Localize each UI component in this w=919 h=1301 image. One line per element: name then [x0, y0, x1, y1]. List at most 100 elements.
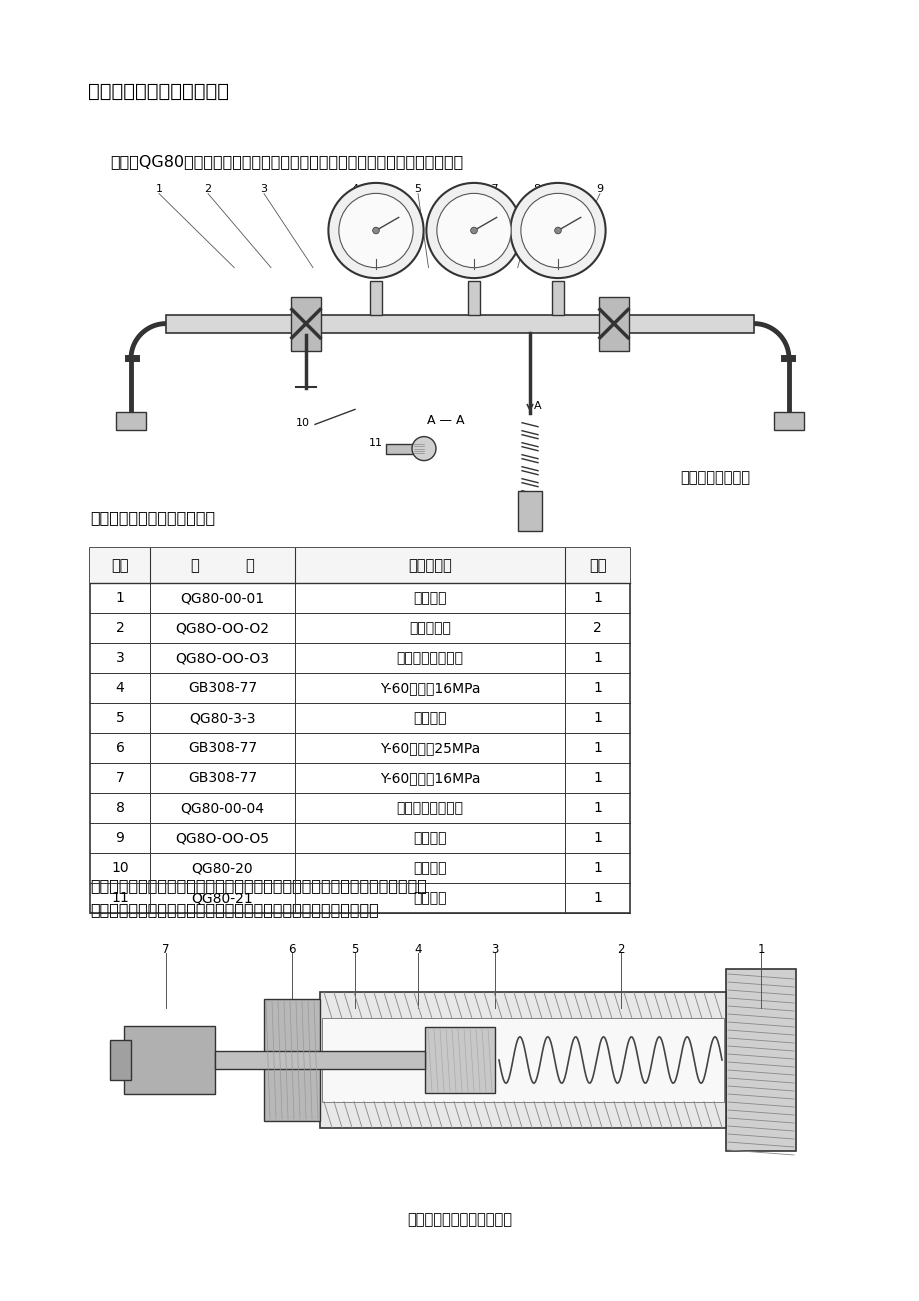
Circle shape	[328, 183, 423, 278]
Text: 1: 1	[593, 891, 601, 905]
Text: A: A	[533, 401, 541, 411]
Text: QG8O-OO-O2: QG8O-OO-O2	[176, 621, 269, 635]
Text: 3: 3	[116, 650, 124, 665]
Text: 2: 2	[204, 183, 211, 194]
Text: 1: 1	[593, 712, 601, 725]
Bar	[468, 281, 480, 315]
Text: GB308-77: GB308-77	[187, 680, 256, 695]
Text: 6: 6	[456, 183, 463, 194]
Text: 安全阀组件: 安全阀组件	[409, 621, 450, 635]
Text: GB308-77: GB308-77	[187, 771, 256, 785]
Text: Y-60压力表16MPa: Y-60压力表16MPa	[380, 680, 480, 695]
Bar	[322, 1019, 723, 1102]
Circle shape	[554, 228, 561, 234]
Text: 减压阀组件（右）: 减压阀组件（右）	[396, 801, 463, 814]
Text: 1: 1	[593, 861, 601, 876]
Circle shape	[520, 194, 595, 268]
Text: （图二）气压筒组件结构图: （图二）气压筒组件结构图	[407, 1213, 512, 1227]
Bar	[90, 548, 630, 913]
Text: 5: 5	[116, 712, 124, 725]
Text: 1: 1	[593, 831, 601, 846]
Bar	[773, 411, 803, 429]
Circle shape	[412, 437, 436, 461]
Text: 4: 4	[351, 183, 358, 194]
Bar	[320, 993, 725, 1128]
Text: （表一）管汇组件结构明细表: （表一）管汇组件结构明细表	[90, 510, 215, 526]
Text: QG80-00-04: QG80-00-04	[180, 801, 265, 814]
Text: 9: 9	[596, 183, 603, 194]
Bar	[110, 1039, 130, 1080]
Bar	[124, 1026, 215, 1094]
Text: 10: 10	[111, 861, 129, 876]
Text: QG8O-OO-O5: QG8O-OO-O5	[176, 831, 269, 846]
Text: （二）气压筒组件：它是由压力活塞杆、弹簧等组成，它的作用是给粘附盘施加: （二）气压筒组件：它是由压力活塞杆、弹簧等组成，它的作用是给粘附盘施加	[90, 878, 426, 892]
Text: 1: 1	[756, 943, 764, 956]
Text: （一）管汇结构图: （一）管汇结构图	[679, 470, 749, 485]
Bar	[90, 548, 630, 583]
Bar	[369, 281, 381, 315]
Text: QG80-21: QG80-21	[191, 891, 253, 905]
Text: 7: 7	[116, 771, 124, 785]
Bar	[551, 281, 563, 315]
Text: 一定的压力，以便使粘附盘与滤饼相粘合，测其摩擦系数。（图三）: 一定的压力，以便使粘附盘与滤饼相粘合，测其摩擦系数。（图三）	[90, 902, 379, 917]
Text: （一）QG80管汇部件：总气源经管汇装置减压稳压供仪器所需气源。（图一）: （一）QG80管汇部件：总气源经管汇装置减压稳压供仪器所需气源。（图一）	[110, 154, 463, 169]
Bar	[386, 444, 414, 454]
Text: 7: 7	[162, 943, 170, 956]
Text: QG80-20: QG80-20	[191, 861, 253, 876]
Circle shape	[437, 194, 511, 268]
Text: 高压胶管: 高压胶管	[413, 831, 447, 846]
Text: 气瓶接帽: 气瓶接帽	[413, 861, 447, 876]
Text: GB308-77: GB308-77	[187, 742, 256, 755]
Text: 6: 6	[288, 943, 295, 956]
Text: 四、仪器的结构及工作原理: 四、仪器的结构及工作原理	[88, 82, 229, 101]
Bar	[725, 969, 795, 1151]
Bar	[290, 297, 321, 351]
Text: 1: 1	[593, 742, 601, 755]
Text: 2: 2	[116, 621, 124, 635]
Text: 三通管接: 三通管接	[413, 712, 447, 725]
Text: 1: 1	[593, 591, 601, 605]
Text: 2: 2	[593, 621, 601, 635]
Text: 4: 4	[116, 680, 124, 695]
Text: 8: 8	[533, 183, 540, 194]
Text: 6: 6	[116, 742, 124, 755]
Text: 1: 1	[593, 771, 601, 785]
Text: 减压阀组件（左）: 减压阀组件（左）	[396, 650, 463, 665]
Text: 2: 2	[617, 943, 624, 956]
Text: 编          号: 编 号	[190, 558, 254, 572]
Text: QG80-00-01: QG80-00-01	[180, 591, 265, 605]
Circle shape	[338, 194, 413, 268]
Text: 1: 1	[593, 801, 601, 814]
Circle shape	[510, 183, 605, 278]
Text: 9: 9	[116, 831, 124, 846]
Text: 5: 5	[351, 943, 358, 956]
Text: 名称及规格: 名称及规格	[408, 558, 451, 572]
Text: A — A: A — A	[426, 415, 464, 428]
Bar	[116, 411, 146, 429]
Text: Y-60压力表16MPa: Y-60压力表16MPa	[380, 771, 480, 785]
Circle shape	[425, 183, 521, 278]
Text: 1: 1	[116, 591, 124, 605]
Text: 3: 3	[260, 183, 267, 194]
Text: ▲7: ▲7	[483, 183, 499, 194]
Text: 高压胶管: 高压胶管	[413, 591, 447, 605]
Text: 1: 1	[593, 680, 601, 695]
Text: 序号: 序号	[111, 558, 129, 572]
Bar	[215, 1051, 425, 1069]
Text: 气瓶接管: 气瓶接管	[413, 891, 447, 905]
Text: 3: 3	[491, 943, 498, 956]
Circle shape	[471, 228, 477, 234]
Text: Y-60压力表25MPa: Y-60压力表25MPa	[380, 742, 480, 755]
Text: 8: 8	[116, 801, 124, 814]
Text: 10: 10	[296, 419, 310, 428]
Bar	[165, 315, 754, 333]
Text: 1: 1	[155, 183, 163, 194]
Text: 5: 5	[414, 183, 421, 194]
Text: QG8O-OO-O3: QG8O-OO-O3	[176, 650, 269, 665]
Bar	[517, 490, 541, 531]
Text: 4: 4	[414, 943, 421, 956]
Text: QG80-3-3: QG80-3-3	[189, 712, 255, 725]
Text: 1: 1	[593, 650, 601, 665]
Bar	[425, 1026, 494, 1093]
Text: 11: 11	[111, 891, 129, 905]
